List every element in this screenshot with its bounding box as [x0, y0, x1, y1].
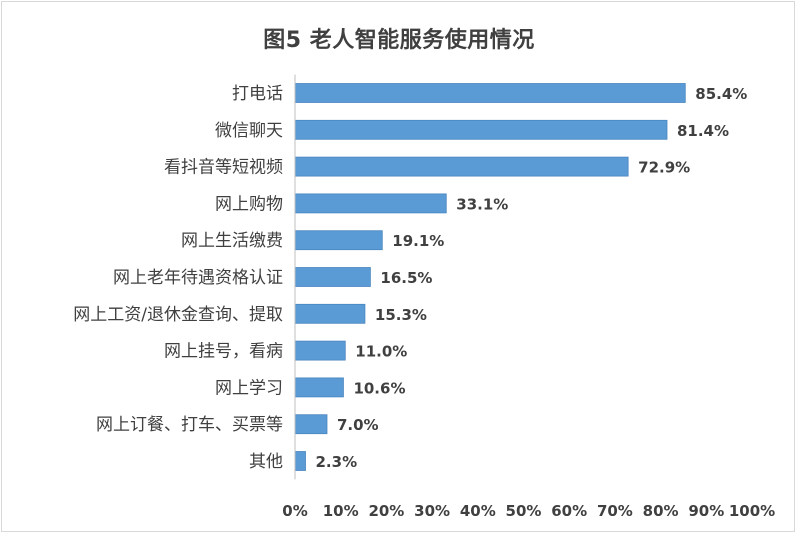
category-label: 微信聊天 [215, 121, 283, 141]
x-tick-label: 20% [368, 502, 404, 520]
x-tick-label: 30% [414, 502, 450, 520]
category-label: 网上学习 [215, 378, 283, 398]
category-label: 网上订餐、打车、买票等 [96, 415, 283, 435]
category-label: 网上挂号，看病 [164, 342, 283, 362]
value-labels: 85.4% 81.4% 72.9% 33.1% 19.1% 16.5% 15.3% 11.0%… [316, 85, 748, 471]
bar-3 [294, 193, 447, 214]
bar-2 [294, 156, 629, 177]
value-label: 16.5% [380, 269, 432, 287]
category-label: 网上工资/退休金查询、提取 [73, 305, 283, 325]
x-tick-label: 100% [729, 502, 775, 520]
category-label: 网上生活缴费 [181, 231, 283, 251]
x-tick-label: 50% [506, 502, 542, 520]
bar-4 [294, 230, 383, 251]
x-tick-label: 40% [460, 502, 496, 520]
bar-8 [294, 377, 344, 398]
bar-0 [294, 83, 686, 103]
category-label: 网上购物 [215, 194, 283, 214]
value-label: 2.3% [316, 453, 358, 471]
x-tick-labels: 0% 10% 20% 30% 40% 50% 60% 70% 80% 90% 100% [282, 502, 775, 520]
x-tick-label: 10% [323, 502, 359, 520]
category-label: 网上老年待遇资格认证 [113, 268, 283, 288]
value-label: 15.3% [375, 306, 427, 324]
value-label: 11.0% [355, 343, 407, 361]
value-label: 10.6% [353, 379, 405, 397]
value-label: 72.9% [638, 159, 690, 177]
x-tick-label: 0% [282, 502, 307, 520]
category-label: 打电话 [232, 84, 283, 104]
value-label: 81.4% [677, 122, 729, 140]
bar-5 [294, 267, 371, 287]
bar-7 [294, 340, 346, 361]
value-label: 19.1% [392, 232, 444, 250]
x-tick-label: 70% [597, 502, 633, 520]
category-labels: 打电话微信聊天看抖音等短视频网上购物网上生活缴费网上老年待遇资格认证网上工资/退… [73, 84, 283, 472]
bar-9 [294, 414, 328, 435]
value-label: 33.1% [456, 195, 508, 213]
bars-layer [294, 83, 686, 471]
category-label: 其他 [249, 452, 283, 472]
value-label: 7.0% [337, 416, 379, 434]
chart-title: 图5 老人智能服务使用情况 [263, 28, 535, 53]
bar-10 [294, 451, 306, 471]
bar-1 [294, 119, 668, 140]
value-label: 85.4% [695, 85, 747, 103]
category-label: 看抖音等短视频 [164, 158, 283, 178]
bar-6 [294, 303, 366, 324]
x-tick-label: 90% [688, 502, 724, 520]
x-tick-label: 80% [643, 502, 679, 520]
x-tick-label: 60% [551, 502, 587, 520]
